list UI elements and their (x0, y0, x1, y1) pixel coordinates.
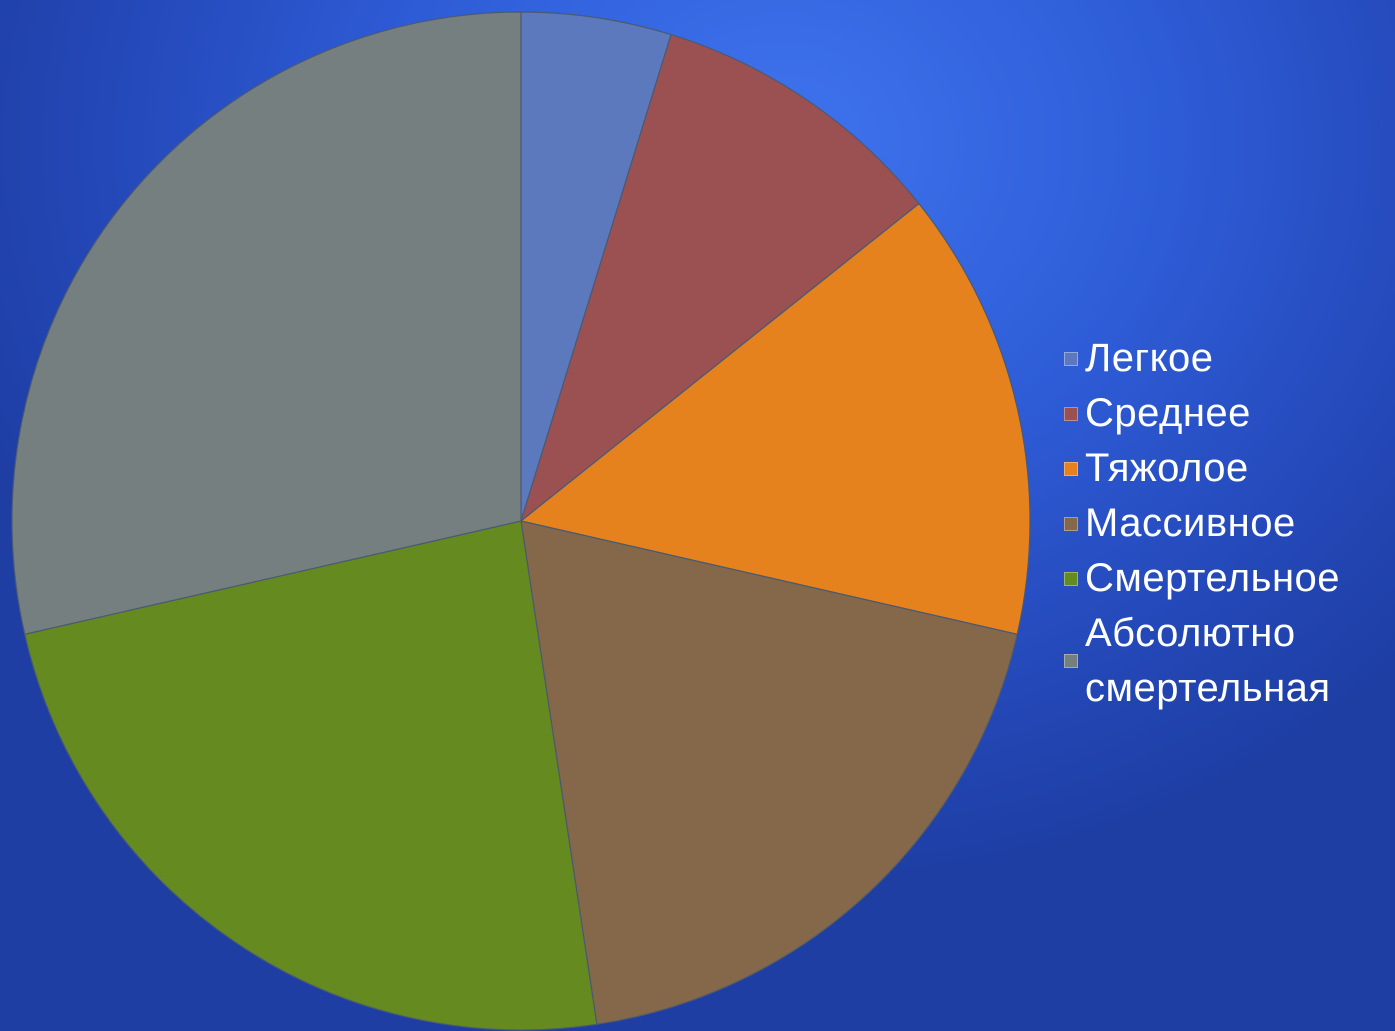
pie-slice-4 (520, 520, 1018, 1025)
legend: Легкое Среднее Тяжолое Массивное Смертельное… (1064, 331, 1394, 716)
legend-label: Массивное (1085, 501, 1296, 545)
legend-label: Тяжолое (1085, 446, 1249, 490)
legend-swatch (1064, 571, 1078, 586)
legend-swatch (1064, 654, 1078, 668)
legend-item: Смертельное (1064, 551, 1394, 606)
legend-label: Смертельное (1085, 556, 1341, 600)
pie-slice-5 (24, 520, 598, 1031)
legend-swatch (1064, 461, 1078, 476)
legend-item: Легкое (1064, 331, 1394, 386)
pie-slice-1 (520, 11, 672, 522)
legend-item: Среднее (1064, 386, 1394, 441)
pie-slice-6 (11, 11, 522, 635)
legend-label: Абсолютно смертельная (1085, 611, 1331, 710)
legend-swatch (1064, 406, 1078, 421)
legend-label: Среднее (1085, 391, 1251, 435)
pie-slice-3 (520, 203, 1031, 635)
pie-slice-2 (520, 34, 920, 522)
legend-label: Легкое (1085, 336, 1214, 380)
legend-swatch (1064, 516, 1078, 531)
legend-item: Массивное (1064, 496, 1394, 551)
legend-item: Абсолютно смертельная (1064, 606, 1394, 716)
legend-swatch (1064, 351, 1078, 366)
legend-item: Тяжолое (1064, 441, 1394, 496)
